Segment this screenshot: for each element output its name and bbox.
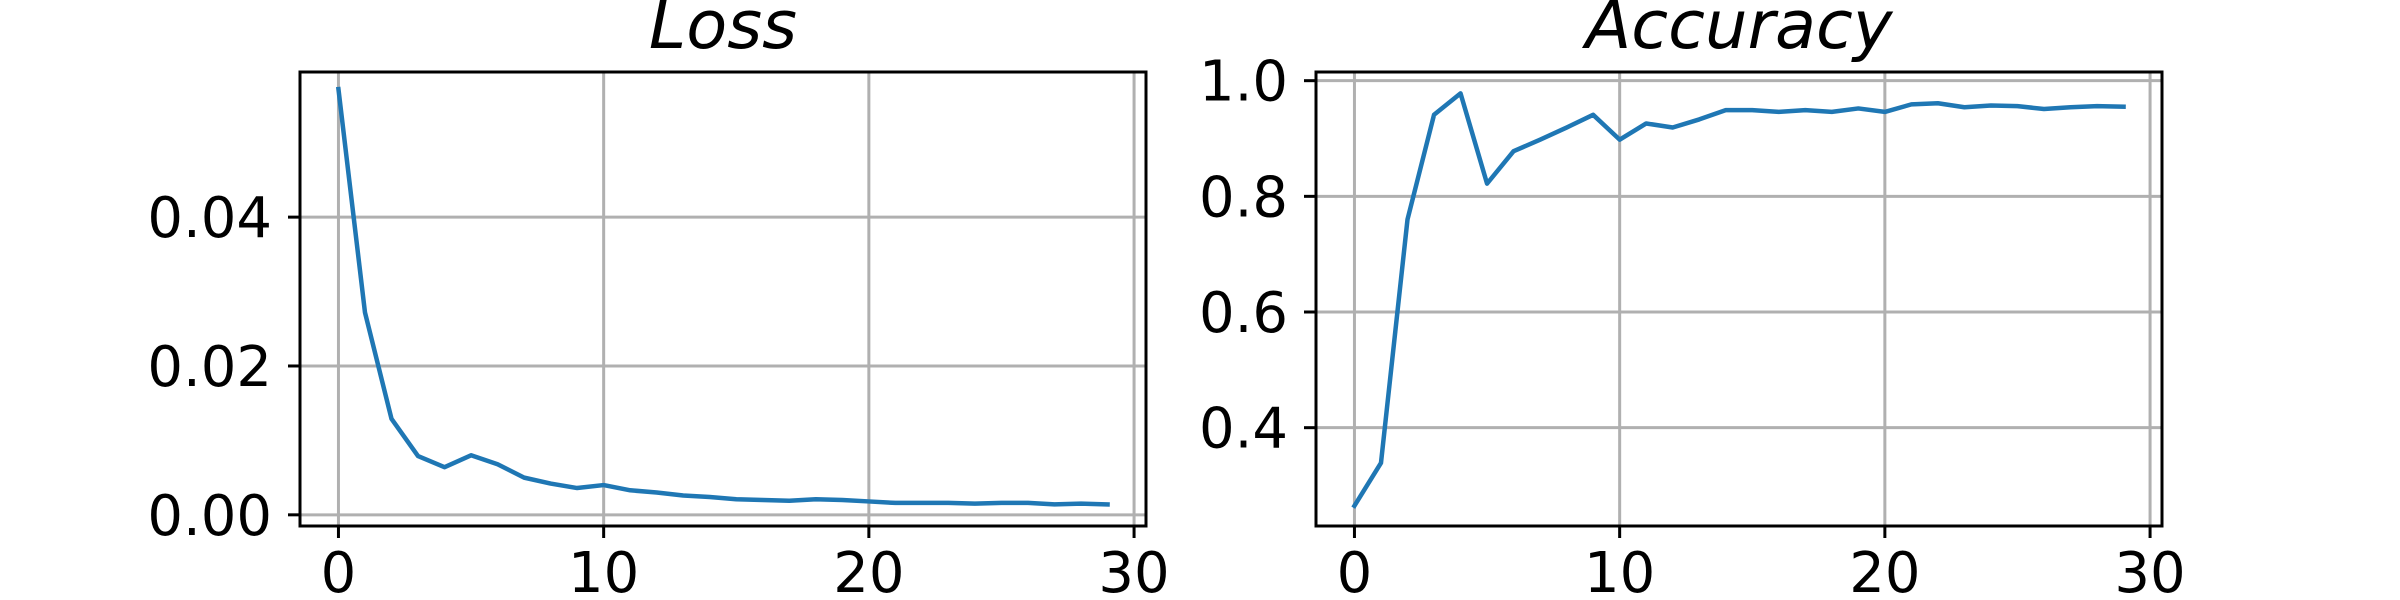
loss-chart-title: Loss [649, 0, 797, 64]
accuracy-x-tick-label: 20 [1849, 541, 1920, 600]
accuracy-y-tick-label: 0.6 [1199, 281, 1288, 346]
accuracy-chart-title: Accuracy [1581, 0, 1893, 64]
accuracy-y-tick-label: 1.0 [1199, 50, 1288, 115]
accuracy-y-tick-label: 0.4 [1199, 397, 1288, 462]
loss-x-tick-label: 20 [833, 541, 904, 600]
loss-series-line [335, 86, 1110, 507]
loss-y-tick-label: 0.00 [147, 484, 272, 549]
loss-x-tick-label: 10 [568, 541, 639, 600]
accuracy-chart: 0 10 20 30 0.4 0.6 0.8 1.0 Accuracy [1199, 0, 2186, 600]
loss-x-tick-label: 0 [321, 541, 357, 600]
accuracy-y-tick-label: 0.8 [1199, 165, 1288, 230]
accuracy-x-tick-label: 0 [1337, 541, 1373, 600]
accuracy-plot-frame [1314, 70, 2164, 528]
accuracy-x-tick-label: 30 [2114, 541, 2185, 600]
accuracy-x-tick-label: 10 [1584, 541, 1655, 600]
loss-plot-frame [298, 70, 1148, 528]
loss-y-tick-label: 0.04 [147, 186, 272, 251]
loss-x-tick-label: 30 [1098, 541, 1169, 600]
loss-y-tick-label: 0.02 [147, 335, 272, 400]
loss-chart: 0 10 20 30 0.00 0.02 0.04 Loss [147, 0, 1169, 600]
accuracy-series-line [1351, 91, 2126, 509]
